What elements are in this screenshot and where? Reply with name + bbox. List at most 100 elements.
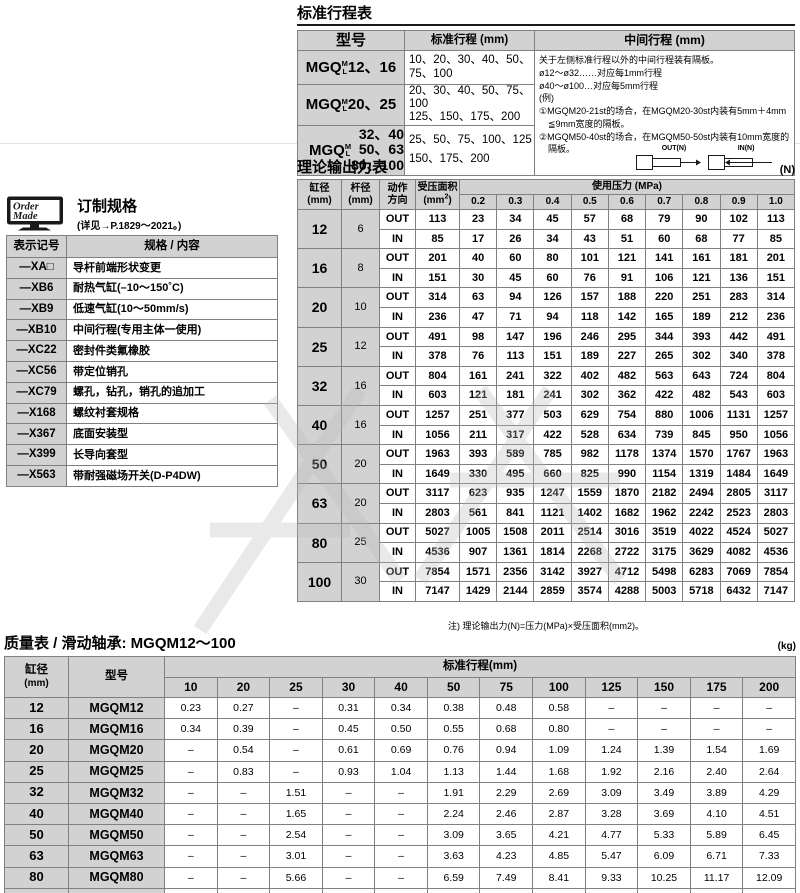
cell-force-0.4: 785: [533, 444, 572, 465]
cell-mass-stroke-50: 3.09: [426, 824, 481, 847]
cell-mass-stroke-10: –: [164, 824, 218, 847]
cell-mass-stroke-200: –: [742, 696, 796, 720]
table-row: IN 4536 907 1361 1814 2268 2722 3175 3629 4082 453…: [298, 542, 796, 563]
cell-symbol: —XA□: [6, 257, 67, 279]
cell-force-0.7: 60: [645, 228, 684, 250]
cell-model: MGQM80: [68, 866, 165, 889]
order-made-titles: 订制规格 (详见→P.1829～2021。): [77, 196, 181, 231]
cell-force-0.2: 330: [458, 463, 498, 485]
theoretical-output-section: 理论输出力表 OUT(N) IN(N): [297, 145, 796, 602]
cell-symbol: —XB10: [6, 319, 67, 342]
order-made-table: 表示记号 规格 / 内容 —XA□ 导杆前端形状变更 —XB6 耐热气缸(–10～15…: [6, 235, 278, 487]
col-header-rod: 杆径 (mm): [341, 179, 380, 210]
cell-force-0.4: 1121: [533, 502, 572, 524]
cell-mass-stroke-75: 4.23: [479, 845, 534, 868]
col-header-stroke-200: 200: [742, 677, 796, 698]
cell-pressure-area: 1649: [415, 463, 460, 485]
col-header-stroke-50: 50: [426, 677, 481, 698]
cell-force-0.9: 2805: [719, 483, 758, 504]
cell-mass-stroke-40: 1.04: [374, 760, 428, 783]
cell-mass-stroke-125: –: [584, 718, 639, 741]
model-suffix-l: L: [345, 149, 351, 159]
cell-direction: IN: [379, 542, 416, 563]
cell-symbol: —X367: [6, 423, 67, 446]
cell-force-0.5: 246: [570, 326, 609, 348]
cell-mass-stroke-125: –: [584, 696, 639, 720]
mass-table-unit: (kg): [777, 641, 796, 652]
cell-mass-stroke-10: –: [164, 802, 218, 826]
cell-force-0.3: 2356: [496, 561, 535, 583]
cell-direction: IN: [379, 385, 416, 406]
cell-spec-description: 耐热气缸(–10～150˚C): [66, 277, 278, 300]
cell-bore: 25: [4, 760, 69, 783]
cell-force-0.7: 1962: [645, 502, 684, 524]
cell-mass-stroke-175: 11.17: [689, 866, 744, 889]
cell-model-3: MGQ M L 32、40 50、63 80、100: [297, 124, 405, 176]
cell-mass-stroke-75: 11.57: [479, 887, 534, 893]
cell-mass-stroke-200: 7.33: [742, 845, 796, 868]
cell-mass-stroke-175: 2.40: [689, 760, 744, 783]
cell-direction: IN: [379, 424, 416, 446]
cell-model: MGQM100: [68, 887, 165, 893]
cell-symbol: —XC56: [6, 360, 67, 383]
cell-force-0.2: 161: [458, 365, 498, 387]
cell-direction: OUT: [379, 287, 416, 308]
cell-mass-stroke-200: 4.51: [742, 802, 796, 826]
cell-force-0.3: 147: [496, 326, 535, 348]
cell-mass-stroke-125: 9.33: [584, 866, 639, 889]
cell-mass-stroke-150: –: [637, 696, 691, 720]
cell-mass-stroke-150: 5.33: [637, 824, 691, 847]
cell-mass-stroke-100: 4.21: [532, 824, 586, 847]
cell-mass-stroke-200: 2.64: [742, 760, 796, 783]
cell-force-0.8: 2242: [682, 502, 721, 524]
cell-symbol: —X168: [6, 402, 67, 425]
table-row: —XC22 密封件类氟橡胶: [6, 340, 278, 362]
table-row: 63 MGQM63– –3.01– –3.63 4.23 4.85 5.47 6.09 6.71…: [4, 845, 796, 868]
cell-symbol: —XC22: [6, 340, 67, 362]
cell-force-0.5: 76: [570, 267, 609, 289]
cell-force-1.0: 201: [756, 248, 796, 269]
cell-mass-stroke-25: –: [269, 696, 323, 720]
cell-force-0.4: 503: [533, 404, 572, 426]
cell-force-1.0: 603: [756, 385, 796, 406]
mass-table-section: 质量表 / 滑动轴承: MGQM12～100 (kg) 缸径 (mm) 型号 标…: [4, 632, 796, 893]
cell-rod: 20: [341, 483, 380, 524]
col-header-stroke-75: 75: [479, 677, 534, 698]
cell-force-0.2: 98: [458, 326, 498, 348]
cell-bore: 12: [297, 208, 342, 250]
cell-mass-stroke-30: –: [321, 887, 376, 893]
table-row: —XC56 带定位销孔: [6, 360, 278, 383]
cell-force-0.8: 482: [682, 385, 721, 406]
cell-mass-stroke-125: 4.77: [584, 824, 639, 847]
cell-force-0.4: 1247: [533, 483, 572, 504]
cell-force-0.9: 2523: [719, 502, 758, 524]
cell-force-0.6: 51: [607, 228, 647, 250]
col-header-pressure-group: 使用压力 (MPa): [459, 179, 795, 195]
cell-force-1.0: 1056: [756, 424, 796, 446]
cell-bore: 20: [4, 739, 69, 762]
cell-mass-stroke-40: –: [374, 802, 428, 826]
cell-force-1.0: 4536: [756, 542, 796, 563]
cell-force-0.3: 2144: [496, 581, 535, 602]
cell-force-0.4: 60: [533, 267, 572, 289]
standard-stroke-table: 型号 标准行程 (mm) 中间行程 (mm) MGQ M L 12、16 10、20、…: [297, 30, 795, 176]
cell-force-0.4: 196: [533, 326, 572, 348]
cell-mass-stroke-25: 2.54: [269, 824, 323, 847]
cell-force-0.5: 825: [570, 463, 609, 485]
cell-force-1.0: 85: [756, 228, 796, 250]
cell-force-0.9: 4082: [719, 542, 758, 563]
cell-mass-stroke-20: –: [216, 781, 271, 804]
middle-example-1: ①MGQM20-21st的场合，在MGQM20-30st内装有5mm＋4mm: [539, 105, 790, 118]
bore-label: 缸径: [309, 183, 330, 194]
cell-spec-description: 带耐强磁场开关(D-P4DW): [66, 464, 278, 487]
cell-force-0.3: 34: [496, 209, 535, 230]
cell-mass-stroke-40: –: [374, 781, 428, 804]
cell-force-0.5: 302: [570, 385, 609, 406]
col-header-symbol: 表示记号: [6, 235, 67, 258]
cell-pressure-area: 1963: [415, 444, 460, 465]
cell-model: MGQM20: [68, 739, 165, 762]
cell-mass-stroke-25: 5.66: [269, 866, 323, 889]
middle-example-2: ②MGQM50-40st的场合，在MGQM50-50st内装有10mm宽度的: [539, 131, 790, 144]
order-made-monitor-icon: Order Made: [7, 196, 63, 231]
cell-spec-description: 导杆前端形状变更: [66, 257, 278, 279]
